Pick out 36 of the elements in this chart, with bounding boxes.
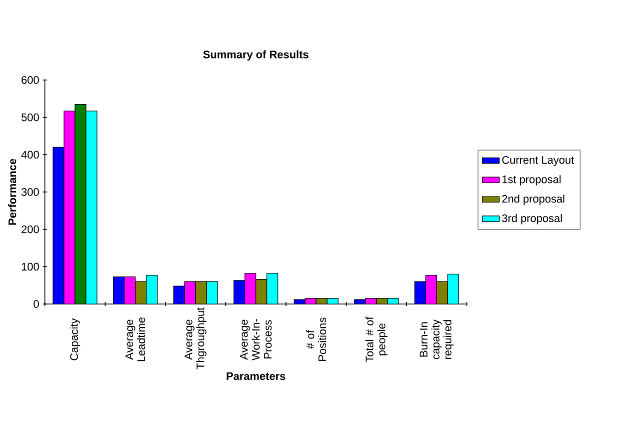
y-tick-label: 0 xyxy=(34,300,39,308)
bar xyxy=(52,146,64,304)
x-tick-label: Average Thgroughput xyxy=(184,307,206,370)
bar xyxy=(234,280,246,304)
y-tick-label: 400 xyxy=(21,150,39,159)
x-axis-title: Parameters xyxy=(226,372,286,380)
bar xyxy=(414,281,426,304)
bar xyxy=(244,273,256,304)
legend-label: 3rd proposal xyxy=(502,214,562,224)
y-tick-label: 200 xyxy=(22,225,39,234)
x-tick-label: Burn-In capacity required xyxy=(420,319,454,360)
x-tick-label: Average Leadtime xyxy=(125,317,146,362)
bar xyxy=(112,276,125,304)
x-tick-label: Total # of people xyxy=(365,316,388,362)
bar xyxy=(86,110,98,304)
y-tick-label: 300 xyxy=(21,188,39,196)
y-tick-label: 600 xyxy=(22,76,39,84)
bar xyxy=(64,110,76,304)
y-tick-label: 100 xyxy=(22,262,39,271)
x-tick-label: # of Positions xyxy=(306,318,326,361)
x-tick-label: Average Work-In-Process xyxy=(240,319,272,360)
bar xyxy=(134,281,147,304)
bar xyxy=(436,281,448,304)
bar xyxy=(425,274,438,304)
bar xyxy=(124,276,136,304)
legend-label: Current Layout xyxy=(502,156,574,166)
legend-label: 2nd proposal xyxy=(502,194,564,205)
x-tick-label: Capacity xyxy=(70,318,80,360)
bar xyxy=(266,273,278,304)
bar xyxy=(256,279,268,304)
bar xyxy=(447,274,460,304)
legend-label: 1st proposal xyxy=(502,175,561,186)
chart-title: Summary of Results xyxy=(203,50,308,60)
bar xyxy=(146,274,158,304)
y-tick-label: 500 xyxy=(21,113,39,122)
y-axis-title: Performance xyxy=(8,158,16,225)
